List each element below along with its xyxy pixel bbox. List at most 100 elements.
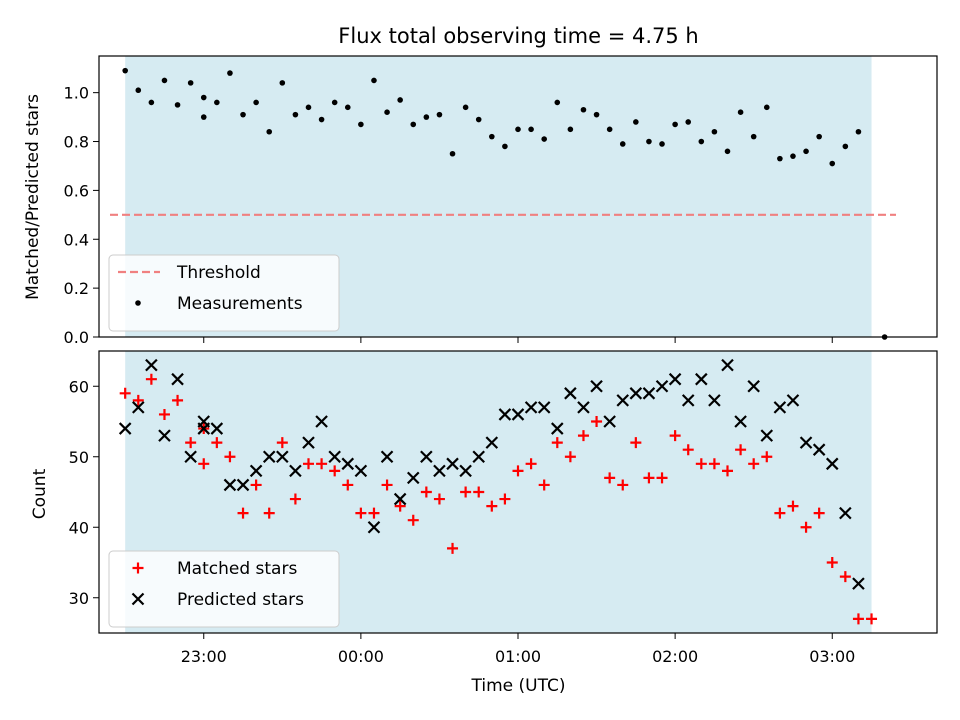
matched-stars-point: [604, 472, 616, 484]
top-y-axis-label: Matched/Predicted stars: [23, 94, 43, 300]
x-tick-label: 01:00: [495, 647, 541, 666]
measurements-legend-label: Measurements: [177, 294, 303, 314]
predicted-stars-point: [341, 457, 355, 471]
measurements-point: [371, 77, 377, 84]
matched-stars-point: [852, 613, 864, 625]
matched-stars-point: [695, 458, 707, 470]
measurements-point: [606, 126, 613, 133]
predicted-stars-point: [289, 464, 302, 478]
predicted-stars-point: [236, 478, 250, 492]
matched-stars-point: [800, 521, 812, 533]
matched-stars-point: [211, 437, 223, 449]
measurements-point: [619, 141, 626, 147]
predicted-stars-point: [184, 450, 197, 464]
predicted-stars-point: [577, 401, 590, 414]
predicted-stars-point: [655, 379, 669, 393]
predicted-stars-point: [564, 387, 577, 400]
matched-stars-point: [145, 373, 157, 385]
predicted-stars-point: [380, 450, 394, 464]
predicted-stars-point: [420, 450, 433, 464]
matched-stars-point: [473, 486, 485, 498]
matched-stars-point: [538, 479, 550, 491]
predicted-stars-point: [551, 422, 564, 435]
measurements-point: [214, 99, 220, 106]
measurements-point: [489, 133, 495, 140]
predicted-stars-point: [145, 358, 158, 372]
predicted-stars-point: [158, 429, 171, 442]
x-axis-label: Time (UTC): [471, 676, 566, 696]
top-y-tick-label: 1.0: [64, 84, 89, 103]
matched-stars-point: [132, 394, 144, 406]
predicted-stars-point: [223, 478, 237, 492]
predicted-stars-point: [695, 372, 708, 386]
bottom-y-tick-label: 60: [69, 377, 89, 396]
predicted-stars-point: [132, 401, 145, 414]
measurements-point: [227, 70, 233, 76]
matched-stars-point: [839, 571, 851, 583]
predicted-stars-point: [839, 506, 852, 520]
measurements-point: [646, 138, 652, 145]
measurements-point: [816, 133, 822, 140]
matched-stars-point: [303, 458, 314, 470]
measurements-point: [659, 141, 665, 147]
measurements-point: [331, 99, 338, 106]
matched-stars-point: [250, 479, 262, 491]
matched-stars-point: [735, 444, 747, 456]
predicted-stars-point: [472, 450, 485, 464]
predicted-stars-point: [367, 520, 381, 534]
predicted-stars-point: [825, 457, 839, 471]
x-tick-label: 03:00: [809, 647, 855, 666]
matched-stars-point: [407, 514, 419, 526]
matched-stars-point: [564, 451, 576, 463]
matched-stars-point: [656, 472, 668, 484]
matched-stars-point: [499, 493, 511, 505]
matched-stars-point: [826, 557, 838, 568]
matched-stars-point: [316, 458, 328, 470]
measurements-point: [842, 143, 849, 150]
chart-title: Flux total observing time = 4.75 h: [338, 24, 698, 48]
measurements-point: [750, 133, 757, 140]
predicted-stars-point: [315, 415, 328, 428]
bottom-legend: [108, 550, 340, 628]
predicted-stars-point: [852, 577, 865, 590]
measurements-point: [423, 114, 430, 120]
predicted-stars-point: [249, 464, 263, 478]
matched-stars-point: [866, 613, 878, 625]
predicted-stars-point: [485, 436, 499, 449]
measurements-point: [502, 143, 508, 150]
bottom-panel: 30 40 50 60 23:00 00:00 01:00 02:00 03:00 Matched…: [69, 350, 938, 666]
predicted-stars-legend-label: Predicted stars: [177, 590, 304, 610]
predicted-stars-point: [459, 464, 472, 478]
measurements-point: [790, 153, 796, 159]
measurements-point: [305, 104, 312, 111]
matched-stars-point: [551, 437, 563, 449]
measurements-point: [580, 106, 587, 113]
matched-stars-point: [787, 500, 799, 512]
measurements-point: [593, 111, 600, 118]
predicted-stars-point: [734, 415, 747, 428]
measurements-point: [724, 148, 731, 155]
predicted-stars-point: [721, 358, 734, 372]
top-y-tick-label: 0.8: [64, 133, 89, 152]
matched-stars-point: [643, 472, 655, 484]
measurements-point: [449, 150, 456, 157]
measurements-point: [737, 109, 744, 115]
predicted-stars-point: [197, 422, 211, 435]
measurements-point: [358, 121, 364, 128]
matched-stars-point: [368, 507, 380, 519]
top-y-tick-label: 0.4: [64, 230, 89, 249]
measurements-point: [462, 104, 469, 111]
matched-stars-point: [591, 416, 603, 427]
top-panel: 0.0 0.2 0.4 0.6 0.8 1.0 Threshold Measurements: [64, 55, 938, 347]
threshold-legend-label: Threshold: [176, 263, 261, 283]
matched-stars-point: [172, 394, 184, 406]
matched-stars-point: [237, 507, 249, 519]
measurements-point: [541, 136, 547, 142]
measurements-point: [318, 116, 325, 123]
x-tick-label: 23:00: [181, 647, 227, 666]
measurements-point: [200, 94, 207, 101]
measurements-point: [410, 121, 417, 128]
measurements-point: [148, 99, 155, 106]
predicted-stars-point: [498, 408, 512, 421]
measurements-point: [698, 138, 705, 145]
